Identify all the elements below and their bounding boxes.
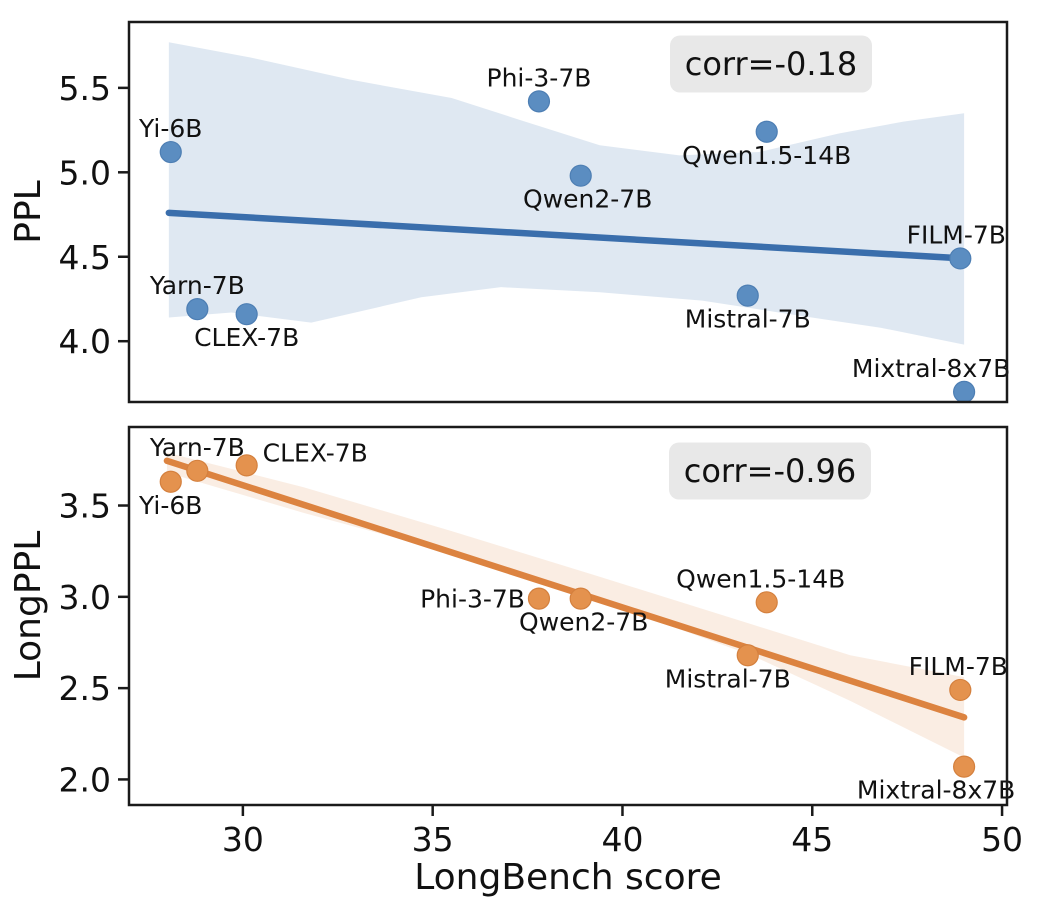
point-label-Yarn-7B: Yarn-7B: [149, 271, 245, 300]
data-point-Yi-6B: [159, 470, 182, 493]
corr-badge: [670, 35, 872, 93]
data-point-CLEX-7B: [235, 303, 258, 326]
data-point-Yarn-7B: [186, 459, 209, 482]
x-tick-label: 45: [791, 820, 833, 859]
data-point-FILM-7B: [949, 247, 972, 270]
point-label-Qwen1.5-14B: Qwen1.5-14B: [676, 564, 845, 593]
regression-line: [165, 209, 968, 262]
data-point-Yi-6B: [159, 140, 182, 164]
point-label-Mixtral-8x7B: Mixtral-8x7B: [852, 354, 1010, 383]
confidence-band: [168, 42, 965, 345]
data-point-CLEX-7B: [235, 454, 258, 477]
point-label-Yi-6B: Yi-6B: [138, 114, 202, 143]
data-point-Qwen1.5-14B: [755, 120, 778, 143]
y-axis-label: PPL: [8, 180, 49, 243]
corr-label: corr=-0.96: [684, 452, 857, 490]
y-tick-label: 2.5: [59, 669, 111, 708]
y-tick-label: 5.0: [59, 153, 111, 192]
data-point-Qwen2-7B: [569, 587, 592, 610]
y-tick-label: 2.0: [59, 760, 111, 799]
y-tick-label: 3.5: [59, 487, 111, 526]
axes-frame: [127, 20, 1009, 404]
x-tick-label: 50: [981, 820, 1023, 859]
data-point-Mixtral-8x7B: [953, 755, 976, 778]
axes-frame: [127, 425, 1009, 807]
data-point-Mixtral-8x7B: [953, 380, 976, 403]
point-label-CLEX-7B: CLEX-7B: [194, 323, 299, 352]
point-label-Yarn-7B: Yarn-7B: [149, 433, 245, 462]
point-label-Qwen1.5-14B: Qwen1.5-14B: [682, 141, 851, 170]
y-axis-label: LongPPL: [8, 531, 49, 682]
x-axis-label: LongBench score: [414, 857, 722, 898]
point-label-Mistral-7B: Mistral-7B: [665, 664, 791, 693]
y-tick-label: 4.0: [59, 322, 111, 361]
x-tick-label: 30: [222, 820, 264, 859]
data-point-Phi-3-7B: [527, 587, 551, 610]
point-label-Yi-6B: Yi-6B: [138, 491, 202, 520]
point-label-Mixtral-8x7B: Mixtral-8x7B: [857, 776, 1015, 805]
corr-label: corr=-0.18: [685, 45, 858, 83]
point-label-Mistral-7B: Mistral-7B: [685, 305, 811, 334]
data-point-Qwen1.5-14B: [755, 591, 778, 614]
point-label-Phi-3-7B: Phi-3-7B: [420, 585, 525, 614]
x-tick-label: 40: [601, 820, 643, 859]
y-tick-label: 3.0: [59, 578, 111, 617]
corr-badge: [669, 442, 871, 500]
y-tick-label: 5.5: [59, 69, 111, 108]
data-point-Yarn-7B: [186, 298, 209, 321]
point-label-CLEX-7B: CLEX-7B: [263, 438, 368, 467]
point-label-Qwen2-7B: Qwen2-7B: [523, 185, 652, 214]
panel-ppl: Yi-6B Yarn-7B CLEX-7B Phi-3-7B Qwen2-7B Qwen1…: [8, 20, 1010, 404]
point-label-FILM-7B: FILM-7B: [909, 652, 1008, 681]
data-point-Mistral-7B: [736, 284, 759, 307]
x-tick-label: 35: [412, 820, 454, 859]
point-label-Phi-3-7B: Phi-3-7B: [487, 63, 592, 92]
confidence-band: [166, 452, 965, 758]
y-tick-label: 4.5: [59, 238, 111, 277]
data-point-Phi-3-7B: [527, 90, 551, 113]
data-point-Mistral-7B: [736, 644, 759, 667]
point-label-FILM-7B: FILM-7B: [907, 220, 1006, 249]
point-label-Qwen2-7B: Qwen2-7B: [519, 608, 648, 637]
regression-line: [163, 457, 968, 721]
data-point-FILM-7B: [949, 678, 972, 702]
data-point-Qwen2-7B: [569, 164, 592, 187]
